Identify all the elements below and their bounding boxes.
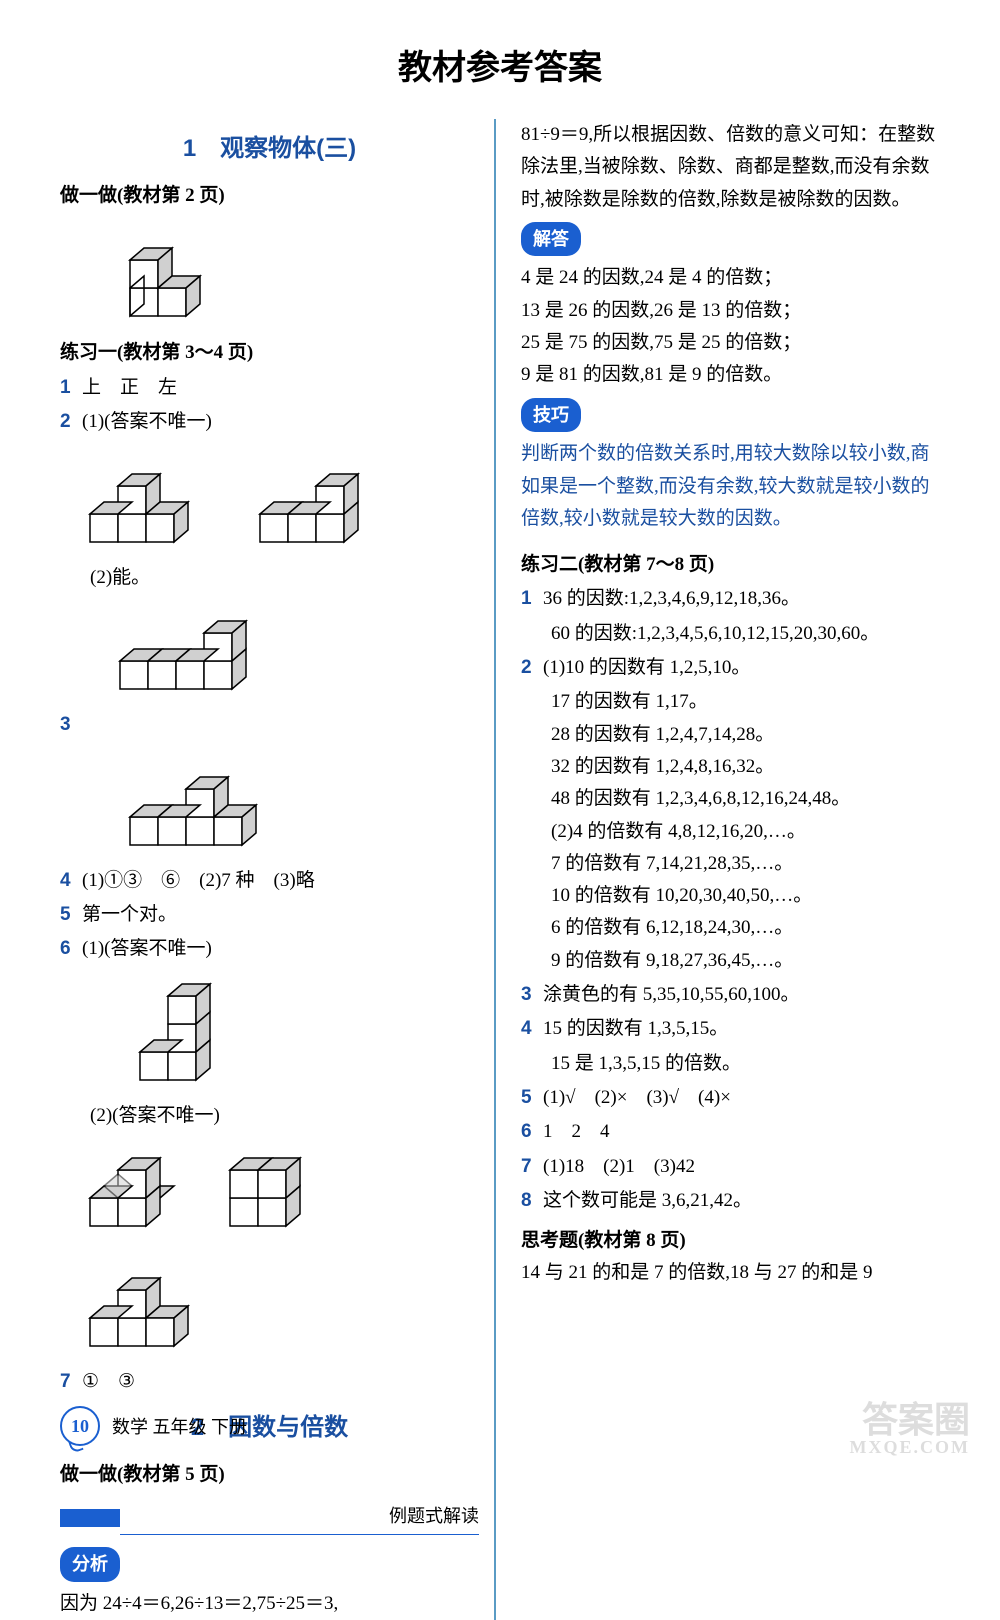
- p1-item-3: 3: [60, 709, 479, 741]
- p2-text-6: 1 2 4: [543, 1116, 940, 1148]
- example-block-icon: [60, 1509, 120, 1527]
- text-4: (1)①③ ⑥ (2)7 种 (3)略: [82, 865, 479, 897]
- tip-text: 判断两个数的倍数关系时,用较大数除以较小数,商如果是一个整数,而没有余数,较大数…: [521, 438, 940, 535]
- answer-line-2: 25 是 75 的因数,75 是 25 的倍数；: [521, 327, 940, 359]
- left-column: 1 观察物体(三) 做一做(教材第 2 页) 练习一(教材第 3～4 页): [60, 119, 496, 1620]
- num-7: 7: [60, 1366, 82, 1398]
- p2-text-2g: 7 的倍数有 7,14,21,28,35,…。: [521, 848, 940, 880]
- text-2a: (1)(答案不唯一): [82, 406, 479, 438]
- p2-text-7: (1)18 (2)1 (3)42: [543, 1151, 940, 1183]
- cube-figures-6-2: [80, 1138, 479, 1358]
- text-6a: (1)(答案不唯一): [82, 933, 479, 965]
- page-title: 教材参考答案: [60, 40, 940, 89]
- num-2: 2: [60, 406, 82, 438]
- section1-title: 1 观察物体(三): [60, 129, 479, 170]
- p2-text-1a: 36 的因数:1,2,3,4,6,9,12,18,36。: [543, 583, 940, 615]
- cube-figure-3: [80, 747, 479, 857]
- cube-figure-6-1: [80, 972, 479, 1092]
- p2-text-2f: (2)4 的倍数有 4,8,12,16,20,…。: [521, 816, 940, 848]
- p1-item-6a: 6 (1)(答案不唯一): [60, 933, 479, 965]
- p2-item-8: 8 这个数可能是 3,6,21,42。: [521, 1185, 940, 1217]
- p2-text-2b: 17 的因数有 1,17。: [521, 686, 940, 718]
- think-heading: 思考题(教材第 8 页): [521, 1225, 940, 1257]
- analysis-badge: 分析: [60, 1547, 120, 1582]
- p2-num-3: 3: [521, 979, 543, 1011]
- p2-text-2h: 10 的倍数有 10,20,30,40,50,…。: [521, 880, 940, 912]
- p2-item-5: 5 (1)√ (2)× (3)√ (4)×: [521, 1082, 940, 1114]
- p2-text-4a: 15 的因数有 1,3,5,15。: [543, 1013, 940, 1045]
- p2-text-4b: 15 是 1,3,5,15 的倍数。: [521, 1048, 940, 1080]
- text-5: 第一个对。: [82, 899, 479, 931]
- footer-text: 数学 五年级 下册: [112, 1413, 247, 1439]
- do-heading-2: 做一做(教材第 5 页): [60, 1459, 479, 1491]
- answer-line-1: 13 是 26 的因数,26 是 13 的倍数；: [521, 295, 940, 327]
- think-text: 14 与 21 的和是 7 的倍数,18 与 27 的和是 9: [521, 1257, 940, 1289]
- p2-text-2j: 9 的倍数有 9,18,27,36,45,…。: [521, 945, 940, 977]
- p2-text-2c: 28 的因数有 1,2,4,7,14,28。: [521, 719, 940, 751]
- p2-text-2i: 6 的倍数有 6,12,18,24,30,…。: [521, 912, 940, 944]
- analysis-text: 因为 24÷4＝6,26÷13＝2,75÷25＝3,: [60, 1588, 479, 1620]
- example-bar: 例题式解读: [60, 1501, 479, 1535]
- num-6: 6: [60, 933, 82, 965]
- p2-text-2a: (1)10 的因数有 1,2,5,10。: [543, 652, 940, 684]
- text-2b: (2)能。: [60, 562, 479, 594]
- answer-line-0: 4 是 24 的因数,24 是 4 的倍数；: [521, 262, 940, 294]
- intro-text: 81÷9＝9,所以根据因数、倍数的意义可知：在整数除法里,当被除数、除数、商都是…: [521, 119, 940, 216]
- p2-text-2d: 32 的因数有 1,2,4,8,16,32。: [521, 751, 940, 783]
- text-7: ① ③: [82, 1366, 479, 1398]
- p1-item-5: 5 第一个对。: [60, 899, 479, 931]
- num-3: 3: [60, 709, 82, 741]
- practice1-heading: 练习一(教材第 3～4 页): [60, 337, 479, 369]
- example-label: 例题式解读: [120, 1501, 479, 1535]
- num-5: 5: [60, 899, 82, 931]
- p2-num-7: 7: [521, 1151, 543, 1183]
- p2-item-3: 3 涂黄色的有 5,35,10,55,60,100。: [521, 979, 940, 1011]
- num-1: 1: [60, 372, 82, 404]
- content-columns: 1 观察物体(三) 做一做(教材第 2 页) 练习一(教材第 3～4 页): [60, 119, 940, 1620]
- p2-text-1b: 60 的因数:1,2,3,4,5,6,10,12,15,20,30,60。: [521, 618, 940, 650]
- practice2-heading: 练习二(教材第 7～8 页): [521, 549, 940, 581]
- p2-item-1: 1 36 的因数:1,2,3,4,6,9,12,18,36。: [521, 583, 940, 615]
- p2-item-4: 4 15 的因数有 1,3,5,15。: [521, 1013, 940, 1045]
- cube-figure-do1: [100, 218, 479, 329]
- p2-num-6: 6: [521, 1116, 543, 1148]
- p2-num-8: 8: [521, 1185, 543, 1217]
- p2-num-1: 1: [521, 583, 543, 615]
- p2-num-2: 2: [521, 652, 543, 684]
- num-4: 4: [60, 865, 82, 897]
- p1-item-2a: 2 (1)(答案不唯一): [60, 406, 479, 438]
- answer-line-3: 9 是 81 的因数,81 是 9 的倍数。: [521, 359, 940, 391]
- cube-figures-2-2: [80, 601, 479, 701]
- p2-text-8: 这个数可能是 3,6,21,42。: [543, 1185, 940, 1217]
- p2-item-7: 7 (1)18 (2)1 (3)42: [521, 1151, 940, 1183]
- p2-num-4: 4: [521, 1013, 543, 1045]
- answer-badge: 解答: [521, 222, 581, 257]
- text-1: 上 正 左: [82, 372, 479, 404]
- p2-text-3: 涂黄色的有 5,35,10,55,60,100。: [543, 979, 940, 1011]
- text-6b: (2)(答案不唯一): [60, 1100, 479, 1132]
- page-number-badge: 10: [60, 1406, 100, 1446]
- cube-figures-2-1: [80, 444, 479, 554]
- p2-num-5: 5: [521, 1082, 543, 1114]
- p2-text-2e: 48 的因数有 1,2,3,4,6,8,12,16,24,48。: [521, 783, 940, 815]
- p2-item-6: 6 1 2 4: [521, 1116, 940, 1148]
- tip-badge: 技巧: [521, 398, 581, 433]
- page-footer: 10 数学 五年级 下册: [60, 1406, 247, 1446]
- right-column: 81÷9＝9,所以根据因数、倍数的意义可知：在整数除法里,当被除数、除数、商都是…: [516, 119, 940, 1620]
- do-heading-1: 做一做(教材第 2 页): [60, 180, 479, 212]
- p2-text-5: (1)√ (2)× (3)√ (4)×: [543, 1082, 940, 1114]
- p1-item-4: 4 (1)①③ ⑥ (2)7 种 (3)略: [60, 865, 479, 897]
- p1-item-1: 1 上 正 左: [60, 372, 479, 404]
- p2-item-2: 2 (1)10 的因数有 1,2,5,10。: [521, 652, 940, 684]
- p1-item-7: 7 ① ③: [60, 1366, 479, 1398]
